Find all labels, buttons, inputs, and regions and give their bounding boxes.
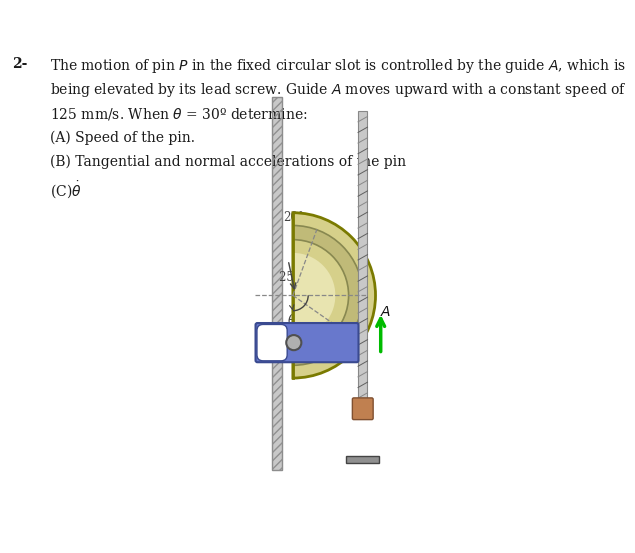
Text: (B) Tangential and normal accelerations of the pin: (B) Tangential and normal accelerations …: [50, 155, 406, 170]
Text: $A$: $A$: [380, 305, 391, 319]
Text: 2-: 2-: [12, 57, 27, 71]
Circle shape: [286, 335, 302, 350]
Wedge shape: [293, 226, 363, 366]
Text: 20°: 20°: [283, 211, 304, 224]
Text: $\theta$: $\theta$: [287, 313, 296, 327]
Wedge shape: [293, 253, 335, 338]
Text: 125 mm/s. When $\theta$ = 30º determine:: 125 mm/s. When $\theta$ = 30º determine:: [50, 106, 307, 122]
Text: 250 mm: 250 mm: [279, 271, 327, 284]
Wedge shape: [293, 213, 375, 378]
Text: (C)$\dot{\theta}$: (C)$\dot{\theta}$: [50, 180, 81, 201]
Text: (A) Speed of the pin.: (A) Speed of the pin.: [50, 131, 194, 145]
FancyBboxPatch shape: [352, 398, 373, 420]
Bar: [346, 456, 379, 463]
Bar: [272, 97, 282, 470]
FancyBboxPatch shape: [257, 325, 287, 361]
Text: $P$: $P$: [306, 359, 316, 372]
FancyBboxPatch shape: [255, 323, 359, 362]
Bar: [358, 111, 368, 409]
Text: The motion of pin $P$ in the fixed circular slot is controlled by the guide $A$,: The motion of pin $P$ in the fixed circu…: [50, 57, 625, 75]
Bar: [272, 97, 282, 470]
Text: being elevated by its lead screw. Guide $A$ moves upward with a constant speed o: being elevated by its lead screw. Guide …: [50, 81, 627, 100]
